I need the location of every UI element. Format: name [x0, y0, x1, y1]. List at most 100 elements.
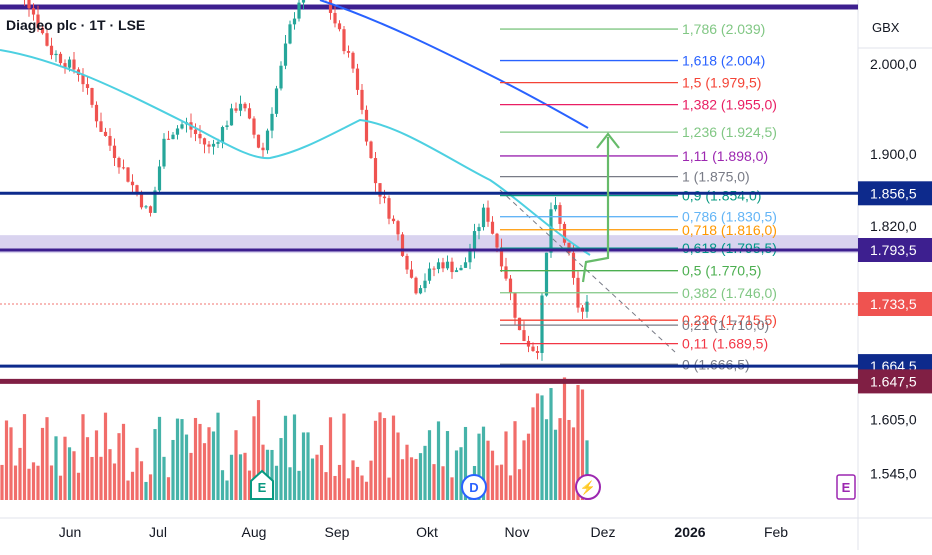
candle [157, 166, 162, 191]
candle [166, 138, 171, 140]
volume-bar [540, 395, 544, 500]
candle [472, 231, 477, 251]
event-marker-label: E [258, 480, 267, 495]
candle [517, 317, 522, 331]
price-badge[interactable] [858, 238, 932, 262]
candle [562, 223, 567, 243]
fib-level-label: 0,9 (1.854,0) [682, 188, 761, 204]
projection-arrow[interactable] [581, 137, 610, 283]
volume-bar [490, 450, 495, 500]
candle [216, 142, 220, 144]
candle [274, 88, 279, 114]
volume-bar [585, 440, 589, 500]
volume-bar [180, 419, 184, 500]
volume-bar [364, 481, 369, 500]
volume-bar [486, 440, 490, 500]
event-marker-label: ⚡ [580, 480, 596, 496]
candle [202, 138, 207, 145]
x-tick-label: Okt [416, 524, 438, 540]
volume-bar [40, 427, 45, 500]
candle [207, 144, 211, 147]
volume-bar [526, 433, 531, 500]
x-tick-label: Nov [505, 524, 530, 540]
candle [126, 167, 130, 182]
volume-bar [337, 464, 342, 500]
volume-bar [571, 427, 576, 500]
y-tick-label: 1.545,0 [870, 466, 917, 482]
volume-bar [63, 436, 67, 500]
candle [40, 27, 45, 34]
candle [549, 209, 553, 253]
candle [463, 262, 468, 268]
candle [112, 145, 117, 158]
event-marker[interactable]: D [461, 474, 487, 500]
volume-bar [229, 454, 234, 500]
y-tick-label: 1.605,0 [870, 412, 917, 428]
candle [31, 8, 36, 15]
currency-label[interactable]: GBX [872, 20, 900, 35]
candle [153, 190, 157, 213]
volume-bar [112, 463, 117, 500]
volume-bar [477, 433, 481, 500]
candle [90, 88, 94, 105]
volume-bar [81, 414, 85, 500]
event-marker[interactable]: ⚡ [575, 474, 601, 500]
candle [499, 247, 504, 267]
candle [171, 134, 175, 140]
chart-title: Diageo plc · 1T · LSE [6, 17, 145, 33]
volume-bar [535, 393, 540, 500]
candle [558, 205, 562, 224]
volume-bar [247, 470, 252, 500]
candle [297, 2, 301, 19]
volume-bar [400, 459, 405, 500]
volume-bar [513, 421, 517, 500]
price-badge[interactable] [858, 292, 932, 316]
volume-bar [220, 470, 225, 500]
candle [409, 269, 414, 278]
x-tick-label: Jul [149, 524, 167, 540]
event-marker[interactable]: E [836, 474, 856, 500]
y-tick-label: 1.900,0 [870, 146, 917, 162]
volume-bar [184, 434, 189, 500]
candle [436, 262, 441, 270]
volume-bar [292, 414, 297, 500]
candle [85, 84, 90, 89]
volume-bar [157, 416, 162, 500]
candle [103, 131, 108, 136]
volume-bar [432, 464, 436, 500]
candle [328, 0, 333, 13]
candle [544, 252, 549, 296]
fib-level-label: 1 (1.875,0) [682, 169, 750, 185]
x-tick-label: Sep [325, 524, 350, 540]
event-marker[interactable]: E [250, 469, 274, 500]
candle [261, 147, 265, 151]
candle [508, 278, 513, 293]
price-badge[interactable] [858, 181, 932, 206]
volume-bar [342, 413, 346, 500]
volume-bar [193, 417, 198, 500]
volume-bar [216, 412, 220, 500]
candle [234, 108, 238, 111]
candle [27, 0, 31, 9]
volume-bar [283, 415, 288, 500]
candle [396, 221, 400, 235]
candle [81, 74, 85, 85]
candle [369, 141, 373, 159]
candle [229, 108, 234, 126]
volume-bar [148, 474, 153, 500]
volume-bar [45, 417, 49, 500]
candle [279, 65, 283, 89]
volume-bar [405, 444, 409, 500]
volume-bar [310, 458, 315, 500]
volume-bar [508, 475, 513, 500]
volume-bar [346, 478, 351, 500]
volume-bar [153, 429, 157, 500]
volume-bar [139, 461, 144, 500]
volume-bar [414, 458, 418, 500]
event-marker-label: E [842, 480, 851, 495]
price-badge[interactable] [858, 369, 932, 394]
candle [180, 124, 184, 129]
candle [220, 127, 225, 143]
candle [256, 134, 261, 148]
